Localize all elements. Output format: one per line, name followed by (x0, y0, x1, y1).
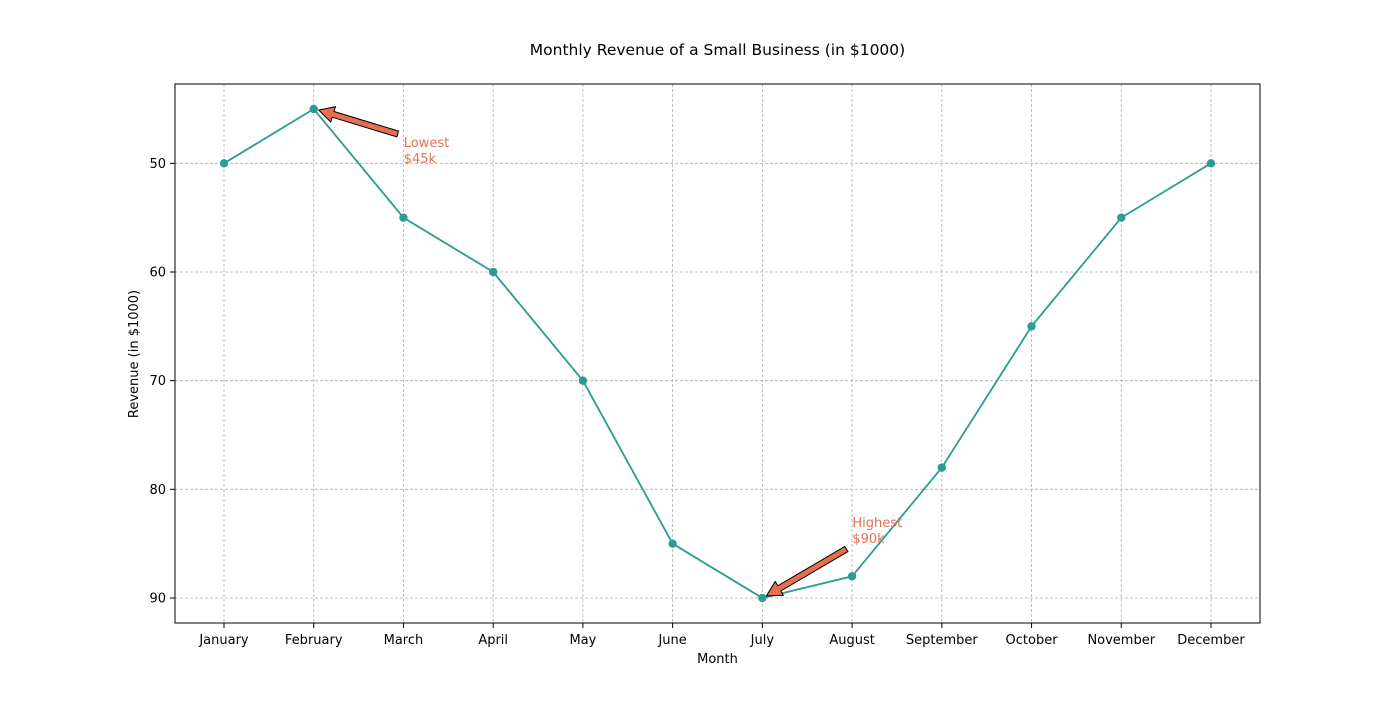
tick-layer: January February March April May June July Augu… (149, 157, 1245, 648)
y-tick-label-60: 60 (149, 265, 166, 280)
x-tick-label-may: May (569, 633, 596, 648)
x-tick-label-march: March (384, 633, 424, 648)
series-line (223, 107, 1212, 599)
x-tick-label-april: April (478, 633, 508, 648)
data-point-june (668, 539, 677, 548)
data-point-april (488, 267, 498, 277)
x-tick-label-july: July (750, 633, 775, 648)
x-tick-label-february: February (285, 633, 343, 648)
data-point-november (1117, 213, 1126, 222)
x-tick-label-october: October (1006, 633, 1059, 648)
data-point-may (578, 376, 588, 385)
chart-title: Monthly Revenue of a Small Business (in … (530, 41, 905, 59)
annotation-arrow-highest (765, 545, 849, 597)
annotation-label-lowest-line1: Lowest (404, 136, 449, 151)
data-point-september (937, 463, 947, 472)
x-tick-label-june: June (657, 633, 686, 648)
data-point-march (399, 213, 408, 222)
series-layer (219, 104, 1216, 603)
x-tick-label-december: December (1177, 633, 1245, 648)
data-point-october (1027, 322, 1036, 331)
y-tick-label-70: 70 (149, 374, 166, 389)
data-point-december (1206, 159, 1216, 168)
grid-layer (175, 84, 1260, 623)
data-point-july (758, 593, 767, 603)
y-axis-label: Revenue (in $1000) (127, 290, 142, 418)
data-point-january (219, 159, 229, 168)
y-tick-label-80: 80 (149, 483, 166, 498)
annotation-label-lowest-line2: $45k (404, 152, 437, 167)
x-tick-label-november: November (1087, 633, 1155, 648)
data-point-august (847, 572, 857, 581)
data-point-february (309, 104, 318, 114)
annotation-label-highest-line2: $90k (852, 532, 885, 547)
annotation-label-highest-line1: Highest (852, 516, 902, 531)
annotation-layer: Lowest$45k Highest$90k (317, 106, 902, 597)
plot-frame (174, 83, 1261, 624)
y-tick-label-50: 50 (149, 157, 166, 172)
x-tick-label-august: August (829, 633, 875, 648)
annotation-arrow-lowest (317, 106, 400, 138)
x-tick-label-september: September (906, 633, 979, 648)
y-tick-label-90: 90 (149, 592, 166, 607)
x-axis-label: Month (697, 652, 738, 667)
x-tick-label-january: January (198, 633, 249, 648)
